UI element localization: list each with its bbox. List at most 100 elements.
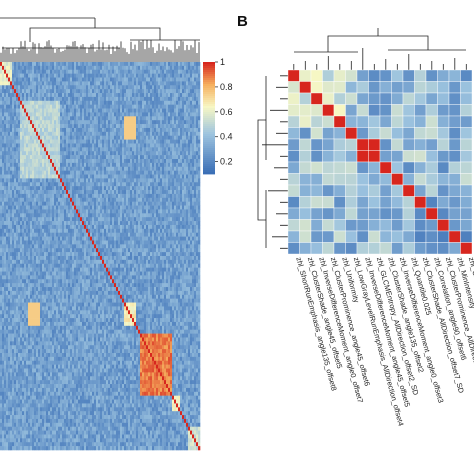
heatmap-a-cell: [8, 93, 11, 98]
heatmap-a-cell: [176, 190, 179, 195]
heatmap-a-cell: [96, 213, 99, 218]
heatmap-a-cell: [84, 151, 87, 156]
heatmap-a-cell: [98, 232, 101, 237]
heatmap-a-cell: [166, 104, 169, 109]
heatmap-a-cell: [66, 162, 69, 168]
heatmap-a-cell: [146, 77, 149, 82]
heatmap-a-cell: [128, 104, 131, 109]
heatmap-a-cell: [78, 217, 81, 222]
heatmap-a-cell: [48, 166, 51, 171]
heatmap-a-cell: [72, 236, 75, 241]
heatmap-a-cell: [68, 131, 71, 137]
heatmap-a-cell: [180, 147, 183, 152]
heatmap-a-cell: [26, 112, 29, 117]
heatmap-a-cell: [60, 244, 63, 249]
heatmap-a-cell: [106, 81, 109, 86]
heatmap-a-cell: [82, 131, 85, 137]
heatmap-a-cell: [92, 65, 95, 71]
heatmap-a-cell: [142, 143, 145, 148]
heatmap-a-cell: [22, 65, 25, 71]
heatmap-a-cell: [60, 166, 63, 171]
heatmap-a-cell: [158, 248, 161, 253]
heatmap-a-cell: [132, 244, 135, 249]
heatmap-a-cell: [82, 120, 85, 125]
heatmap-a-cell: [180, 170, 183, 175]
heatmap-a-cell: [2, 69, 5, 74]
heatmap-a-cell: [78, 85, 81, 90]
heatmap-a-cell: [56, 236, 59, 241]
heatmap-a-cell: [40, 209, 43, 214]
heatmap-a-cell: [44, 178, 47, 183]
heatmap-a-cell: [146, 244, 149, 249]
heatmap-a-cell: [110, 166, 113, 171]
heatmap-a-cell: [50, 221, 53, 226]
heatmap-a-cell: [58, 240, 61, 245]
heatmap-a-cell: [96, 248, 99, 253]
heatmap-a-cell: [138, 159, 141, 164]
heatmap-a-cell: [8, 252, 11, 257]
heatmap-a-cell: [98, 143, 101, 148]
heatmap-a-cell: [4, 252, 7, 257]
heatmap-a-cell: [164, 193, 167, 199]
heatmap-a-cell: [0, 120, 3, 125]
heatmap-a-cell: [104, 73, 107, 78]
heatmap-a-cell: [76, 104, 79, 109]
heatmap-a-cell: [40, 159, 43, 164]
heatmap-a-cell: [100, 213, 103, 218]
heatmap-a-cell: [116, 244, 119, 249]
heatmap-a-cell: [24, 190, 27, 195]
heatmap-a-cell: [178, 147, 181, 152]
heatmap-a-cell: [94, 139, 97, 144]
heatmap-a-cell: [150, 69, 153, 74]
heatmap-a-cell: [198, 240, 201, 245]
heatmap-a-cell: [122, 62, 125, 67]
heatmap-a-cell: [152, 116, 155, 121]
heatmap-a-cell: [14, 151, 17, 156]
heatmap-a-cell: [152, 112, 155, 117]
heatmap-a-cell: [142, 228, 145, 234]
heatmap-a-cell: [48, 240, 51, 245]
heatmap-a-cell: [106, 248, 109, 253]
heatmap-a-cell: [44, 151, 47, 156]
heatmap-a-cell: [154, 197, 157, 202]
heatmap-a-cell: [96, 236, 99, 241]
heatmap-a-cell: [46, 96, 49, 102]
heatmap-a-cell: [46, 159, 49, 164]
heatmap-a-cell: [114, 69, 117, 74]
heatmap-a-cell: [0, 221, 3, 226]
heatmap-a-cell: [2, 100, 5, 105]
heatmap-a-cell: [2, 217, 5, 222]
heatmap-a-cell: [20, 151, 23, 156]
heatmap-a-cell: [46, 73, 49, 78]
heatmap-a-cell: [26, 244, 29, 249]
heatmap-a-cell: [150, 108, 153, 113]
heatmap-a-cell: [36, 170, 39, 175]
heatmap-a-cell: [66, 236, 69, 241]
heatmap-a-cell: [58, 116, 61, 121]
heatmap-a-cell: [124, 73, 127, 78]
heatmap-a-cell: [22, 96, 25, 102]
heatmap-a-cell: [116, 155, 119, 160]
heatmap-a-cell: [62, 166, 65, 171]
heatmap-a-cell: [72, 62, 75, 67]
heatmap-a-cell: [90, 85, 93, 90]
heatmap-a-cell: [116, 236, 119, 241]
heatmap-a-cell: [120, 155, 123, 160]
heatmap-a-cell: [176, 120, 179, 125]
heatmap-a-cell: [176, 236, 179, 241]
heatmap-a-cell: [80, 209, 83, 214]
heatmap-a-cell: [12, 65, 15, 71]
heatmap-a-cell: [40, 240, 43, 245]
heatmap-a-cell: [106, 62, 109, 67]
heatmap-a-cell: [186, 124, 189, 129]
heatmap-a-cell: [126, 197, 129, 202]
heatmap-a-cell: [128, 224, 131, 230]
heatmap-a-cell: [98, 135, 101, 140]
heatmap-a-cell: [146, 186, 149, 191]
heatmap-a-cell: [112, 224, 115, 230]
heatmap-a-cell: [82, 124, 85, 129]
heatmap-a-cell: [10, 147, 13, 152]
heatmap-a-cell: [170, 232, 173, 237]
heatmap-a-cell: [14, 190, 17, 195]
heatmap-a-cell: [50, 69, 53, 74]
